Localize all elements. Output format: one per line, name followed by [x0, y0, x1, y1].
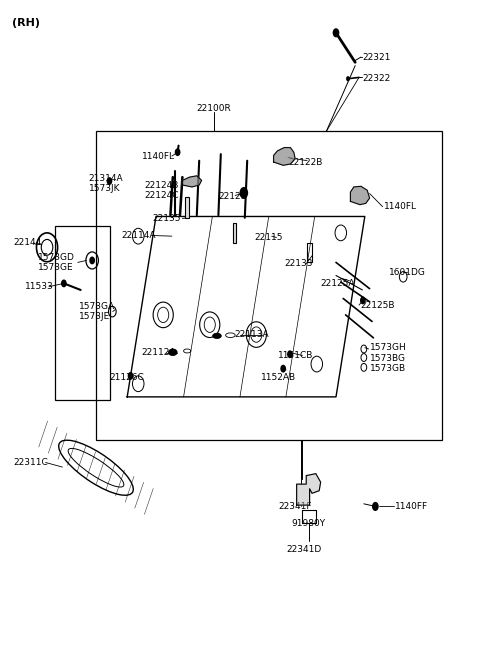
- Circle shape: [240, 187, 248, 199]
- Circle shape: [89, 256, 95, 264]
- Text: 1573GH
1573BG
1573GB: 1573GH 1573BG 1573GB: [370, 343, 407, 373]
- Text: 21126C: 21126C: [109, 373, 144, 382]
- Text: 22341D: 22341D: [286, 544, 321, 554]
- Bar: [55, 226, 110, 400]
- Text: 22113A: 22113A: [234, 330, 269, 339]
- Text: 1601DG: 1601DG: [389, 268, 426, 277]
- Text: 22311C: 22311C: [13, 458, 48, 467]
- Circle shape: [360, 297, 366, 304]
- Text: 22124B
22124C: 22124B 22124C: [144, 180, 179, 200]
- Text: 1140FL: 1140FL: [142, 152, 175, 161]
- Circle shape: [128, 372, 133, 380]
- Text: 1573GA
1573JE: 1573GA 1573JE: [79, 302, 115, 321]
- Circle shape: [107, 177, 112, 185]
- Text: 22321: 22321: [362, 52, 391, 62]
- Polygon shape: [350, 186, 370, 205]
- Ellipse shape: [213, 333, 221, 338]
- Text: 22322: 22322: [362, 74, 391, 83]
- Polygon shape: [274, 148, 295, 165]
- Circle shape: [287, 350, 293, 358]
- Text: 1140FL: 1140FL: [384, 202, 417, 211]
- Circle shape: [61, 279, 67, 287]
- Circle shape: [333, 28, 339, 37]
- Text: 22125A: 22125A: [321, 279, 355, 288]
- Polygon shape: [297, 474, 321, 505]
- Text: 22135: 22135: [153, 214, 181, 223]
- Bar: [307, 243, 312, 262]
- Text: 1152AB: 1152AB: [261, 373, 296, 382]
- Circle shape: [280, 365, 286, 373]
- Text: 1140FF: 1140FF: [395, 502, 428, 511]
- Circle shape: [175, 148, 180, 156]
- Text: 22115: 22115: [254, 233, 283, 242]
- Text: 22144: 22144: [13, 238, 42, 247]
- Bar: [96, 131, 442, 440]
- Text: 1573GD
1573GE: 1573GD 1573GE: [38, 253, 75, 272]
- Text: 22100R: 22100R: [196, 104, 231, 113]
- Text: 22341F: 22341F: [278, 502, 312, 511]
- Text: 1151CB: 1151CB: [278, 351, 314, 360]
- Bar: [185, 197, 189, 218]
- Text: 22125B: 22125B: [360, 300, 395, 310]
- Text: (RH): (RH): [12, 18, 40, 28]
- Text: 22129: 22129: [218, 192, 247, 201]
- Text: 11533: 11533: [25, 282, 54, 291]
- Text: 21314A
1573JK: 21314A 1573JK: [89, 174, 123, 194]
- Circle shape: [372, 502, 379, 511]
- Text: 22122B: 22122B: [288, 158, 323, 167]
- Text: 22112A: 22112A: [142, 348, 176, 358]
- Text: 91980Y: 91980Y: [291, 519, 325, 528]
- Bar: [233, 223, 236, 243]
- Polygon shape: [182, 176, 202, 187]
- Ellipse shape: [168, 349, 177, 356]
- Circle shape: [346, 76, 350, 81]
- Text: 22114A: 22114A: [121, 231, 156, 240]
- Text: 22133: 22133: [284, 259, 312, 268]
